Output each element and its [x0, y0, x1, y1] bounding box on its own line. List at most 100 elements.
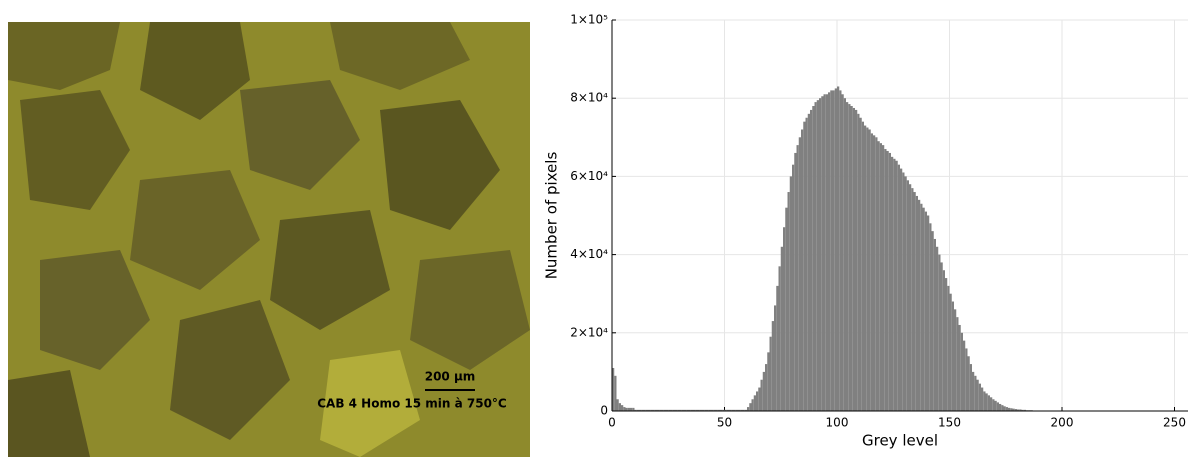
- bar: [956, 317, 959, 411]
- bar: [771, 321, 774, 411]
- grain: [8, 22, 120, 90]
- bar: [861, 121, 864, 411]
- bar: [949, 293, 952, 411]
- grain: [170, 300, 290, 440]
- grain: [330, 22, 470, 90]
- bar: [614, 375, 617, 411]
- bar: [886, 150, 889, 412]
- bar: [805, 117, 808, 411]
- bar: [1012, 408, 1015, 411]
- bar: [868, 129, 871, 412]
- y-tick-label: 6×10⁴: [570, 169, 608, 183]
- bar: [823, 94, 826, 411]
- bar: [648, 409, 651, 411]
- bar: [747, 407, 750, 411]
- x-tick-label: 150: [938, 416, 961, 430]
- bar: [695, 409, 698, 411]
- bar: [960, 332, 963, 411]
- bar: [661, 409, 664, 411]
- bar: [702, 409, 705, 411]
- bar: [924, 211, 927, 411]
- bar: [731, 409, 734, 411]
- bar: [623, 407, 626, 411]
- bar: [978, 383, 981, 411]
- bar: [765, 364, 768, 411]
- image-caption: CAB 4 Homo 15 min à 750°C: [317, 397, 507, 411]
- bar: [859, 117, 862, 411]
- bar: [713, 409, 716, 411]
- bar: [663, 409, 666, 411]
- bar: [1014, 409, 1017, 411]
- bar: [760, 379, 763, 411]
- bar: [744, 409, 747, 411]
- bar: [643, 409, 646, 411]
- bar: [954, 309, 957, 411]
- bar: [686, 409, 689, 411]
- bar: [796, 145, 799, 411]
- bar: [850, 106, 853, 412]
- bar: [1001, 405, 1004, 411]
- bar: [875, 137, 878, 412]
- bar: [951, 301, 954, 411]
- bar: [792, 164, 795, 411]
- y-tick-label: 0: [600, 404, 608, 418]
- bar: [902, 172, 905, 411]
- bar: [981, 387, 984, 411]
- bar: [1003, 406, 1006, 411]
- bar: [974, 375, 977, 411]
- bar: [612, 367, 615, 411]
- bar: [895, 160, 898, 411]
- grain: [20, 90, 130, 210]
- bar: [879, 143, 882, 412]
- bar: [677, 409, 680, 411]
- bar: [632, 407, 635, 411]
- bar: [857, 113, 860, 411]
- bar: [621, 405, 624, 411]
- bar: [990, 397, 993, 411]
- bar: [681, 409, 684, 411]
- x-tick-label: 0: [608, 416, 616, 430]
- bar: [675, 409, 678, 411]
- bar: [654, 409, 657, 411]
- micrograph: 200 µm CAB 4 Homo 15 min à 750°C: [8, 22, 530, 457]
- grain: [380, 100, 500, 230]
- bar: [888, 152, 891, 411]
- bar: [855, 109, 858, 412]
- bar: [630, 407, 633, 411]
- bar: [994, 400, 997, 411]
- bar: [1023, 409, 1026, 411]
- bar: [992, 399, 995, 411]
- bar: [969, 364, 972, 411]
- bar: [963, 340, 966, 411]
- bar: [706, 409, 709, 411]
- bar: [785, 207, 788, 411]
- bar: [846, 102, 849, 412]
- grain: [410, 250, 530, 370]
- bar: [724, 409, 727, 411]
- bar: [933, 238, 936, 411]
- bar: [789, 176, 792, 411]
- bar: [945, 278, 948, 411]
- bar: [1021, 409, 1024, 411]
- bar: [819, 98, 822, 411]
- bar: [965, 348, 968, 411]
- bar: [801, 129, 804, 412]
- bar: [918, 199, 921, 411]
- bar: [848, 104, 851, 411]
- bar: [634, 409, 637, 411]
- bar: [616, 399, 619, 411]
- x-tick-label: 100: [826, 416, 849, 430]
- bar: [920, 203, 923, 411]
- bar: [740, 409, 743, 411]
- grain: [40, 250, 150, 370]
- bar: [720, 409, 723, 411]
- bar: [659, 409, 662, 411]
- bar: [870, 133, 873, 411]
- bar: [947, 285, 950, 411]
- bar: [913, 192, 916, 411]
- bar: [958, 324, 961, 411]
- bar: [688, 409, 691, 411]
- bar: [832, 90, 835, 411]
- y-tick-label: 4×10⁴: [570, 247, 608, 261]
